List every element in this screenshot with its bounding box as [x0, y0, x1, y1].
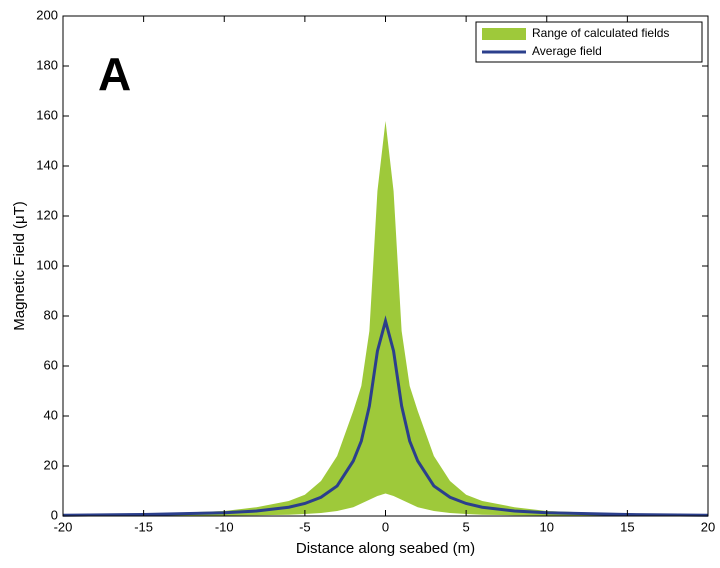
- y-tick-label: 60: [44, 357, 58, 372]
- legend-label: Average field: [532, 44, 602, 58]
- y-tick-label: 0: [51, 507, 58, 522]
- x-tick-label: 10: [540, 519, 554, 534]
- x-tick-label: -5: [299, 519, 311, 534]
- y-tick-label: 100: [36, 257, 58, 272]
- y-tick-label: 20: [44, 457, 58, 472]
- y-tick-label: 180: [36, 57, 58, 72]
- x-tick-label: 20: [701, 519, 715, 534]
- average-line: [62, 315, 709, 517]
- y-tick-label: 120: [36, 207, 58, 222]
- x-tick-label: -20: [54, 519, 73, 534]
- panel-label: A: [98, 48, 131, 100]
- x-tick-label: 0: [382, 519, 389, 534]
- y-tick-label: 160: [36, 107, 58, 122]
- x-tick-label: 5: [463, 519, 470, 534]
- legend-label: Range of calculated fields: [532, 26, 669, 40]
- y-axis-label: Magnetic Field (μT): [11, 201, 28, 331]
- y-tick-label: 140: [36, 157, 58, 172]
- x-tick-label: 15: [620, 519, 634, 534]
- range-band-lower: [63, 493, 708, 516]
- y-tick-label: 40: [44, 407, 58, 422]
- x-tick-label: -10: [215, 519, 234, 534]
- y-tick-label: 200: [36, 7, 58, 22]
- x-axis-label: Distance along seabed (m): [296, 540, 475, 557]
- legend-swatch: [482, 28, 526, 40]
- x-tick-label: -15: [134, 519, 153, 534]
- y-tick-label: 80: [44, 307, 58, 322]
